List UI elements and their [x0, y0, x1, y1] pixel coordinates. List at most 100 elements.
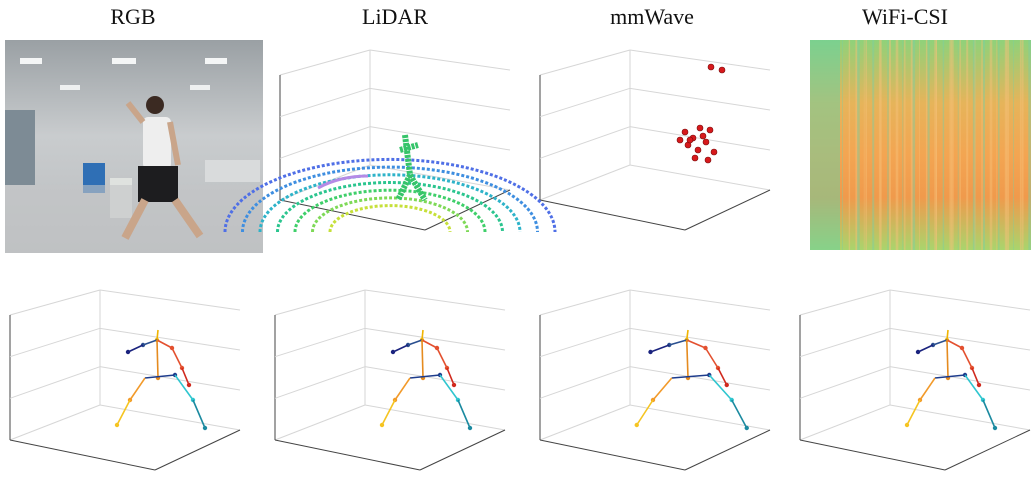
bone [918, 345, 933, 352]
point [719, 67, 725, 73]
joint [745, 426, 749, 430]
bone [143, 340, 157, 345]
axis-line [685, 190, 770, 230]
point [687, 137, 693, 143]
axis-line [10, 290, 100, 315]
bone [687, 340, 688, 378]
point [703, 139, 709, 145]
csi-stripe [842, 40, 843, 250]
axis-line [370, 50, 510, 70]
axis-line [540, 88, 630, 116]
axis-line [800, 367, 890, 399]
axis-line [630, 367, 770, 390]
csi-stripe [889, 40, 891, 250]
point [700, 133, 706, 139]
bone [709, 375, 732, 400]
axis-line [275, 440, 420, 470]
bone [947, 340, 962, 348]
csi-stripe [926, 40, 927, 250]
panel-title: RGB [110, 4, 155, 29]
axis-line [10, 367, 100, 399]
panel-title: WiFi-CSI [862, 4, 948, 29]
csi-stripe [981, 40, 982, 250]
csi-stripe [998, 40, 999, 250]
lidar-arc [225, 159, 555, 232]
bone [175, 375, 193, 400]
csi-stripe [864, 40, 865, 250]
csi-stripe [996, 40, 997, 250]
csi-stripe [936, 40, 937, 250]
axis-line [10, 440, 155, 470]
axis-line [365, 367, 505, 390]
axis-line [890, 367, 1030, 390]
axis-line [540, 50, 630, 75]
axis-line [540, 328, 630, 356]
joint [203, 426, 207, 430]
bone [117, 400, 130, 425]
axis-line [540, 127, 630, 159]
axis-line [420, 430, 505, 470]
bone [933, 340, 947, 345]
bone [193, 400, 205, 428]
joint [993, 426, 997, 430]
bone [440, 375, 458, 400]
axis-line [280, 50, 370, 75]
csi-stripe [887, 40, 888, 250]
axis-line [800, 440, 945, 470]
point [708, 64, 714, 70]
axis-line [630, 405, 770, 430]
bone [382, 400, 395, 425]
csi-stripe [960, 40, 961, 250]
axis-line [800, 290, 890, 315]
bone [637, 400, 653, 425]
axis-line [280, 200, 425, 230]
axis-line [155, 430, 240, 470]
csi-stripe [1020, 40, 1021, 250]
joint [648, 350, 652, 354]
axis-line [540, 290, 630, 315]
bone [128, 345, 143, 352]
point [707, 127, 713, 133]
axis-line [540, 440, 685, 470]
joint [126, 350, 130, 354]
csi-stripe [951, 40, 954, 250]
axis-line [630, 328, 770, 350]
joint [916, 350, 920, 354]
csi-stripe [958, 40, 959, 250]
bone [395, 378, 410, 400]
joint [977, 383, 981, 387]
point [705, 157, 711, 163]
csi-stripe [919, 40, 920, 250]
axis-line [275, 367, 365, 399]
axis-line [10, 405, 100, 440]
csi-stripe [849, 40, 850, 250]
axis-line [280, 127, 370, 159]
bone [983, 400, 995, 428]
joint [115, 423, 119, 427]
bone [458, 400, 470, 428]
bone [651, 345, 670, 352]
joint [905, 423, 909, 427]
axis-line [800, 328, 890, 356]
bone [130, 378, 145, 400]
skeleton [115, 330, 207, 430]
axis-line [540, 367, 630, 399]
axis-line [945, 430, 1030, 470]
csi-stripe [896, 40, 899, 250]
figure: RGB LiDAR mmWave WiFi-CSI [0, 0, 1031, 483]
csi-stripe [928, 40, 930, 250]
panel-title: mmWave [610, 4, 694, 29]
bone [172, 348, 182, 368]
axis-line [540, 405, 630, 440]
axis-line [370, 127, 510, 150]
panel-title: LiDAR [362, 4, 428, 29]
axis-line [280, 88, 370, 116]
bone [669, 340, 687, 345]
bone [687, 340, 706, 348]
bone [706, 348, 719, 368]
csi-stripe [1007, 40, 1010, 250]
joint [725, 383, 729, 387]
bone [437, 348, 447, 368]
csi-stripe [983, 40, 985, 250]
axis-line [365, 290, 505, 310]
